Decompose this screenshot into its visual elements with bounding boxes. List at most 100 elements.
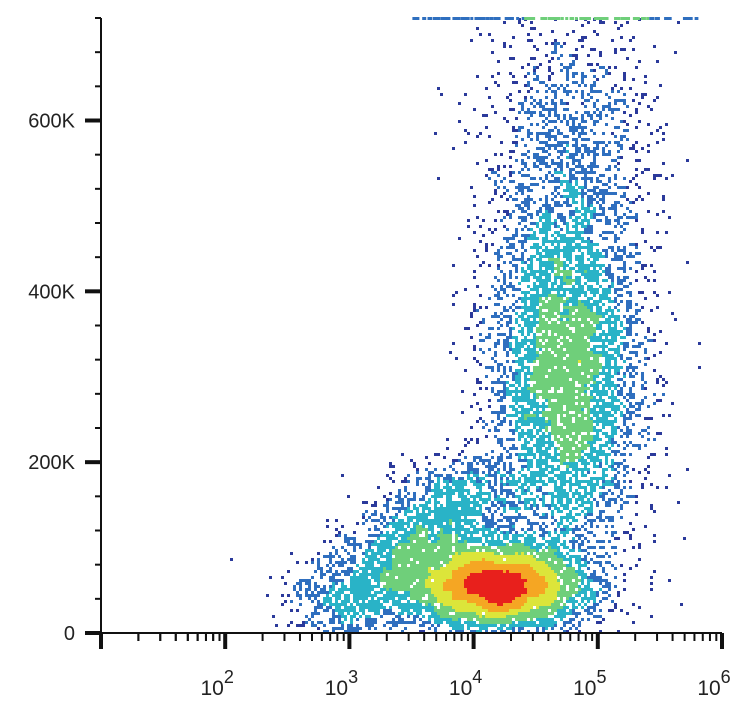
- density-point: [557, 606, 560, 609]
- density-point: [593, 153, 596, 156]
- density-point: [572, 588, 575, 591]
- density-point: [584, 396, 587, 399]
- density-point: [599, 315, 602, 318]
- density-point: [653, 393, 656, 396]
- density-point: [527, 417, 530, 420]
- density-point: [521, 339, 524, 342]
- density-point: [533, 348, 536, 351]
- density-point: [641, 384, 644, 387]
- density-point: [497, 315, 500, 318]
- density-point: [620, 279, 623, 282]
- density-point: [560, 552, 563, 555]
- density-point: [482, 219, 485, 222]
- density-point: [545, 228, 548, 231]
- density-point: [593, 552, 596, 555]
- density-point: [611, 483, 614, 486]
- density-point: [506, 531, 509, 534]
- density-point: [596, 372, 599, 375]
- density-point: [620, 336, 623, 339]
- density-point: [494, 615, 497, 618]
- density-point: [533, 405, 536, 408]
- density-point: [467, 621, 470, 624]
- density-point: [647, 456, 650, 459]
- density-point: [506, 594, 509, 597]
- density-point: [434, 561, 437, 564]
- density-point: [653, 333, 656, 336]
- density-point: [653, 339, 656, 342]
- density-point: [581, 225, 584, 228]
- density-point: [512, 477, 515, 480]
- density-point: [386, 570, 389, 573]
- density-point: [473, 582, 476, 585]
- density-point: [416, 576, 419, 579]
- density-point: [650, 339, 653, 342]
- density-point: [503, 291, 506, 294]
- density-point: [587, 510, 590, 513]
- density-point: [485, 576, 488, 579]
- density-point: [470, 561, 473, 564]
- density-point: [428, 621, 431, 624]
- density-point: [518, 207, 521, 210]
- density-point: [530, 603, 533, 606]
- density-point: [482, 585, 485, 588]
- density-point: [581, 288, 584, 291]
- density-point: [470, 591, 473, 594]
- density-point: [599, 459, 602, 462]
- density-point: [458, 627, 461, 630]
- density-point: [398, 612, 401, 615]
- density-point: [584, 318, 587, 321]
- density-point: [581, 261, 584, 264]
- density-point: [659, 351, 662, 354]
- density-point: [497, 255, 500, 258]
- density-point: [503, 420, 506, 423]
- density-point: [620, 255, 623, 258]
- density-point: [503, 339, 506, 342]
- density-point: [629, 327, 632, 330]
- density-point: [650, 504, 653, 507]
- density-point: [581, 342, 584, 345]
- density-point: [419, 558, 422, 561]
- density-point: [578, 459, 581, 462]
- density-point: [575, 627, 578, 630]
- density-point: [620, 258, 623, 261]
- density-point: [605, 432, 608, 435]
- density-point: [494, 474, 497, 477]
- density-point: [404, 594, 407, 597]
- density-point: [563, 483, 566, 486]
- density-point: [530, 306, 533, 309]
- density-point: [539, 576, 542, 579]
- density-point: [629, 453, 632, 456]
- density-point: [605, 414, 608, 417]
- density-point: [557, 246, 560, 249]
- density-point: [485, 552, 488, 555]
- density-point: [572, 423, 575, 426]
- density-point: [545, 546, 548, 549]
- density-point: [593, 573, 596, 576]
- density-point: [614, 348, 617, 351]
- density-point: [611, 435, 614, 438]
- density-point: [566, 375, 569, 378]
- density-point: [605, 504, 608, 507]
- density-point: [581, 264, 584, 267]
- density-point: [428, 615, 431, 618]
- density-point: [359, 579, 362, 582]
- density-point: [509, 525, 512, 528]
- density-point: [503, 618, 506, 621]
- density-point: [563, 372, 566, 375]
- density-point: [584, 549, 587, 552]
- density-point: [422, 588, 425, 591]
- density-point: [560, 573, 563, 576]
- density-point: [533, 333, 536, 336]
- density-point: [623, 579, 626, 582]
- density-point: [533, 384, 536, 387]
- density-point: [524, 570, 527, 573]
- density-point: [593, 186, 596, 189]
- density-point: [407, 606, 410, 609]
- density-point: [365, 582, 368, 585]
- density-point: [569, 300, 572, 303]
- density-point: [650, 582, 653, 585]
- density-point: [593, 288, 596, 291]
- density-point: [545, 378, 548, 381]
- density-point: [560, 288, 563, 291]
- density-point: [638, 447, 641, 450]
